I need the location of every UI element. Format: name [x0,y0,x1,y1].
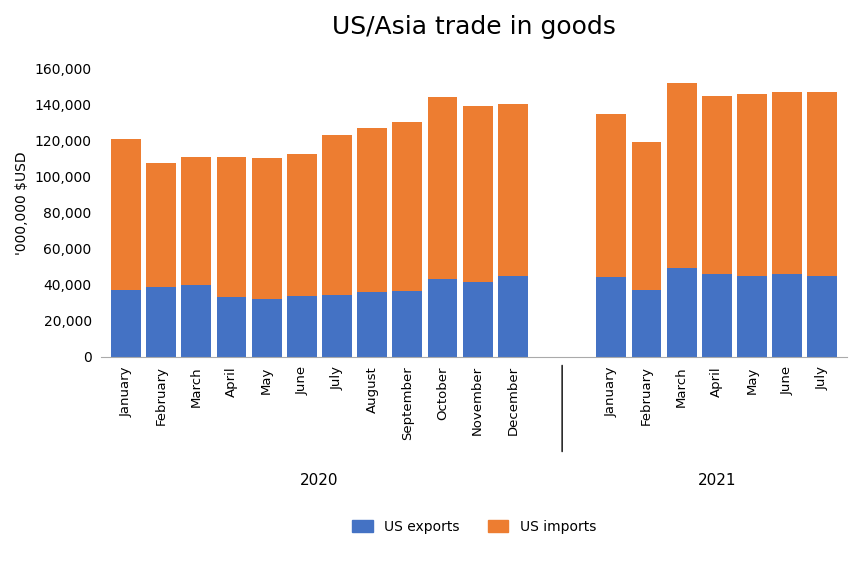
Bar [181,285,211,356]
Bar [498,104,527,275]
Bar [807,275,836,356]
Bar [666,269,696,356]
Bar [701,95,731,274]
Bar [356,128,387,292]
Bar [666,83,696,269]
Bar [322,296,351,356]
Bar [736,275,766,356]
Bar [111,139,141,290]
Bar [771,92,802,274]
Bar [596,114,626,277]
Bar [111,290,141,356]
Bar [356,292,387,356]
Bar [287,154,317,296]
Bar [181,157,211,285]
Bar [251,299,282,356]
Bar [631,143,660,290]
Bar [216,157,246,297]
Bar [427,279,457,356]
Bar [322,135,351,296]
Bar [251,158,282,299]
Bar [631,290,660,356]
Text: 2021: 2021 [697,473,735,488]
Bar [462,282,492,356]
Bar [392,122,422,291]
Title: US/Asia trade in goods: US/Asia trade in goods [331,15,616,39]
Text: 2020: 2020 [300,473,338,488]
Bar [462,106,492,282]
Bar [596,277,626,356]
Bar [701,274,731,356]
Bar [771,274,802,356]
Bar [392,291,422,356]
Legend: US exports, US imports: US exports, US imports [346,514,601,539]
Bar [146,288,176,356]
Y-axis label: '000,000 $USD: '000,000 $USD [15,152,29,255]
Bar [807,92,836,275]
Bar [216,297,246,356]
Bar [498,275,527,356]
Bar [736,94,766,275]
Bar [427,97,457,279]
Bar [287,296,317,356]
Bar [146,163,176,288]
